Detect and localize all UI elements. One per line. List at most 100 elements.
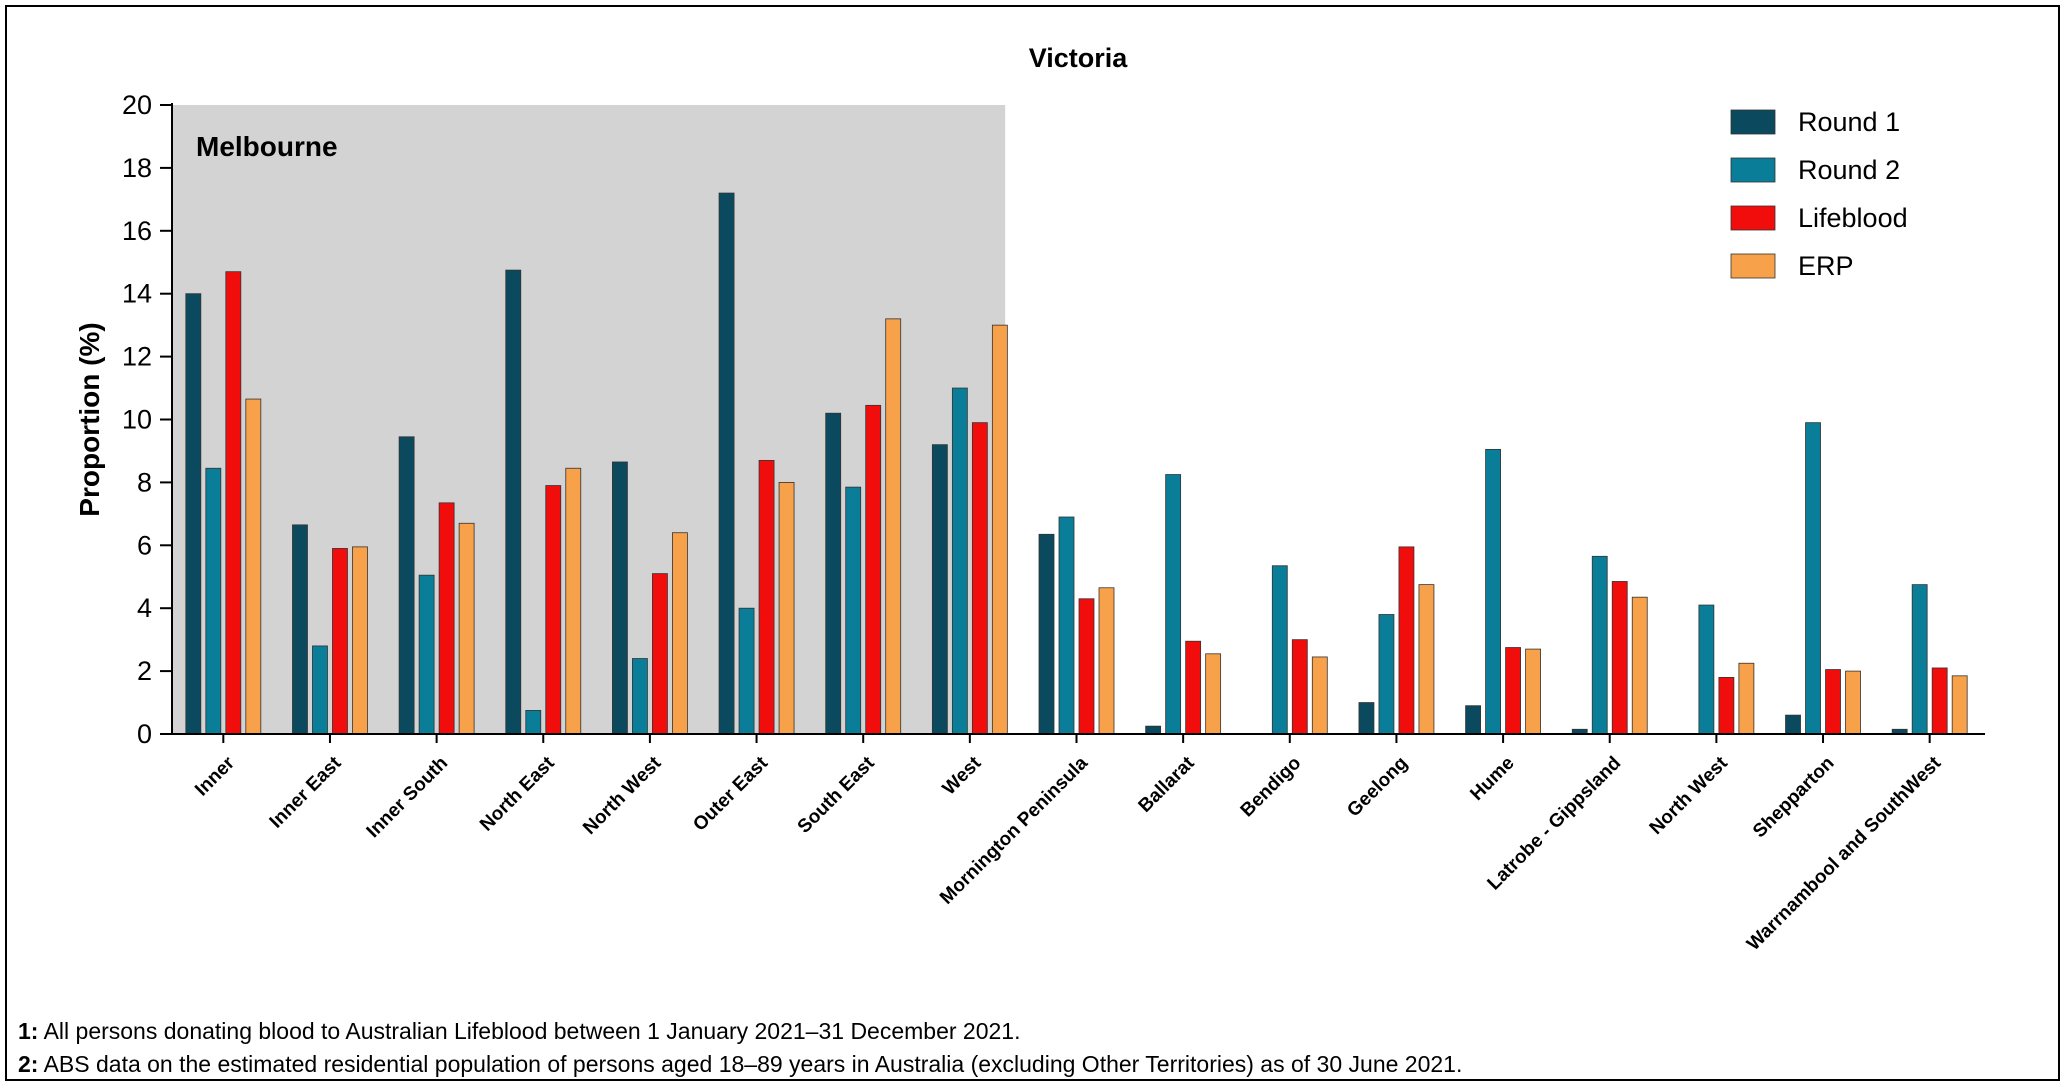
bar-lifeblood-16 (1825, 669, 1841, 735)
legend-swatch-round-1 (1730, 109, 1776, 135)
bar-round-1-12 (1358, 702, 1375, 735)
bar-round-2-5 (632, 658, 648, 735)
bar-erp-6 (778, 481, 795, 735)
bar-erp-16 (1845, 670, 1861, 735)
y-tick-label: 4 (137, 593, 152, 623)
bar-erp-3 (458, 522, 475, 735)
bar-round-1-5 (612, 461, 628, 735)
y-tick-label: 12 (122, 342, 152, 372)
bar-lifeblood-2 (332, 548, 348, 735)
x-tick-label: Warrnambool and SouthWest (1743, 752, 1946, 955)
y-tick-label: 8 (137, 467, 152, 497)
chart-title: Victoria (1029, 43, 1129, 73)
bar-lifeblood-4 (545, 485, 562, 735)
bar-round-2-4 (525, 710, 542, 735)
bar-erp-8 (991, 324, 1008, 735)
legend-swatch-erp (1730, 253, 1776, 279)
bar-round-2-1 (205, 467, 222, 735)
bar-lifeblood-17 (1931, 667, 1948, 735)
bar-round-2-7 (845, 486, 862, 735)
bar-round-2-8 (951, 387, 968, 735)
bar-round-1-4 (505, 269, 522, 735)
bar-erp-1 (245, 398, 262, 735)
x-tick-label: North East (476, 752, 559, 835)
y-tick-label: 0 (137, 719, 152, 749)
y-tick-label: 6 (137, 530, 152, 560)
bar-lifeblood-6 (758, 459, 775, 735)
bar-lifeblood-7 (865, 404, 882, 735)
footnotes: 1: All persons donating blood to Austral… (18, 1015, 1462, 1081)
bar-lifeblood-5 (652, 573, 668, 735)
footnote-1: 1: All persons donating blood to Austral… (18, 1015, 1462, 1048)
bar-erp-4 (565, 467, 582, 735)
bar-round-1-2 (292, 524, 308, 735)
bar-round-2-16 (1805, 422, 1821, 735)
footnote-1-text: All persons donating blood to Australian… (38, 1018, 1021, 1044)
bar-erp-13 (1525, 648, 1541, 735)
bar-round-2-14 (1591, 555, 1608, 735)
bar-erp-9 (1098, 587, 1115, 735)
region-label: Melbourne (196, 131, 338, 162)
y-tick-label: 18 (122, 153, 152, 183)
bar-lifeblood-9 (1078, 598, 1095, 735)
y-tick-label: 16 (122, 216, 152, 246)
y-tick-label: 14 (122, 279, 152, 309)
bar-round-1-9 (1038, 533, 1055, 735)
bar-round-2-11 (1271, 565, 1288, 735)
bar-round-2-15 (1698, 604, 1715, 735)
x-tick-label: Hume (1466, 753, 1518, 805)
bar-round-2-12 (1378, 614, 1395, 735)
bar-round-2-9 (1058, 516, 1075, 735)
bar-round-2-17 (1911, 584, 1928, 735)
bar-round-2-6 (738, 607, 755, 735)
x-tick-label: Inner South (363, 753, 452, 842)
bar-erp-2 (352, 546, 368, 735)
bar-round-1-6 (718, 192, 735, 735)
x-tick-label: Shepparton (1749, 753, 1838, 842)
bar-erp-14 (1631, 596, 1648, 735)
bar-lifeblood-3 (438, 502, 455, 735)
bar-erp-15 (1738, 662, 1755, 735)
bar-round-1-16 (1785, 714, 1801, 735)
bar-lifeblood-8 (971, 422, 988, 735)
bar-lifeblood-13 (1505, 647, 1521, 735)
legend-swatch-lifeblood (1730, 205, 1776, 231)
x-tick-label: North West (579, 752, 666, 839)
legend-label-lifeblood: Lifeblood (1798, 203, 1908, 233)
bar-chart: Melbourne Victoria Proportion (%) Inner Inne… (74, 43, 1985, 955)
x-tick-label: South East (794, 752, 879, 837)
bar-erp-7 (885, 318, 902, 735)
bar-erp-11 (1311, 656, 1328, 735)
y-tick-label: 20 (122, 90, 152, 120)
legend-label-round-1: Round 1 (1798, 107, 1900, 137)
x-tick-label: Inner East (266, 752, 346, 832)
y-tick-label: 10 (122, 405, 152, 435)
bar-erp-17 (1951, 675, 1968, 735)
footnote-2-number: 2: (18, 1051, 39, 1077)
bar-lifeblood-15 (1718, 676, 1735, 735)
legend-label-round-2: Round 2 (1798, 155, 1900, 185)
bar-lifeblood-12 (1398, 546, 1415, 735)
bar-lifeblood-10 (1185, 640, 1202, 735)
bar-lifeblood-1 (225, 271, 242, 735)
bar-erp-10 (1205, 653, 1222, 735)
footnote-2: 2: ABS data on the estimated residential… (18, 1048, 1462, 1081)
bar-round-1-13 (1465, 705, 1481, 735)
bar-round-2-10 (1165, 474, 1182, 735)
y-tick-label: 2 (137, 656, 152, 686)
bar-round-2-13 (1485, 448, 1501, 735)
footnote-1-number: 1: (18, 1018, 39, 1044)
x-tick-label: North West (1646, 752, 1733, 839)
footnote-2-text: ABS data on the estimated residential po… (38, 1051, 1463, 1077)
y-axis-label: Proportion (%) (74, 322, 105, 516)
bar-round-2-3 (418, 574, 435, 735)
bar-round-2-2 (312, 645, 328, 735)
x-tick-label: Bendigo (1237, 753, 1306, 822)
bar-lifeblood-14 (1611, 581, 1628, 735)
legend-label-erp: ERP (1798, 251, 1854, 281)
x-tick-label: West (939, 752, 986, 799)
bar-round-1-8 (931, 444, 948, 735)
bar-round-1-7 (825, 412, 842, 735)
bar-erp-5 (672, 532, 688, 735)
x-tick-label: Ballarat (1135, 752, 1200, 817)
